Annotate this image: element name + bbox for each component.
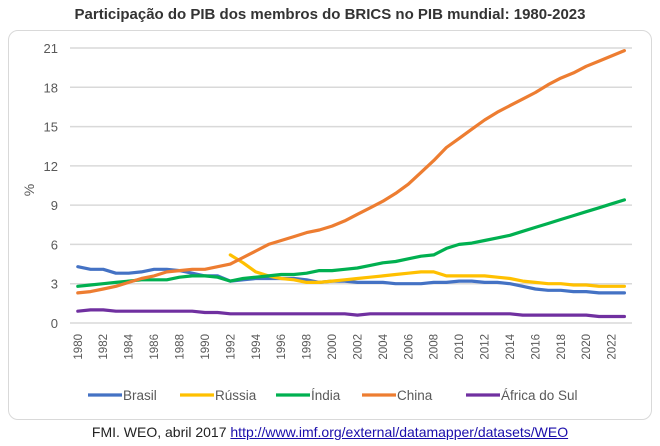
legend-label: Rússia <box>215 388 257 403</box>
x-tick-label: 1994 <box>251 333 263 359</box>
x-tick-label: 2006 <box>403 334 415 360</box>
y-tick-label: 21 <box>44 41 58 56</box>
y-tick-label: 9 <box>51 198 58 213</box>
x-tick-label: 1980 <box>73 334 85 360</box>
legend-label: Brasil <box>123 388 157 403</box>
x-tick-label: 2008 <box>429 334 441 360</box>
x-tick-label: 2002 <box>352 334 364 360</box>
series-line-rssia <box>228 253 627 288</box>
x-tick-label: 1990 <box>200 334 212 360</box>
x-tick-label: 2004 <box>378 333 390 359</box>
legend-label: África do Sul <box>501 388 578 403</box>
x-tick-label: 2014 <box>505 333 517 359</box>
y-tick-label: 18 <box>44 80 58 95</box>
x-tick-label: 1998 <box>302 334 314 360</box>
x-tick-label: 2012 <box>480 334 492 360</box>
y-tick-label: 3 <box>51 277 58 292</box>
x-tick-label: 1986 <box>149 334 161 360</box>
x-tick-label: 2000 <box>327 334 339 360</box>
x-tick-label: 1984 <box>124 333 136 359</box>
x-tick-label: 2018 <box>556 334 568 360</box>
x-tick-label: 1992 <box>225 334 237 360</box>
source-link[interactable]: http://www.imf.org/external/datamapper/d… <box>230 424 569 440</box>
x-tick-label: 2010 <box>454 334 466 360</box>
x-tick-label: 2016 <box>530 334 542 360</box>
legend-label: Índia <box>311 388 341 403</box>
source-text: FMI. WEO, abril 2017 <box>91 424 231 440</box>
series-line-china <box>76 48 627 295</box>
x-tick-label: 1988 <box>174 334 186 360</box>
y-tick-label: 12 <box>44 159 58 174</box>
series-line-ndia <box>76 198 627 288</box>
x-tick-label: 1996 <box>276 334 288 360</box>
x-tick-label: 2020 <box>581 334 593 360</box>
chart-title: Participação do PIB dos membros do BRICS… <box>74 6 586 23</box>
source-note: FMI. WEO, abril 2017 http://www.imf.org/… <box>0 424 660 440</box>
y-tick-label: 6 <box>51 237 58 252</box>
y-tick-label: 0 <box>51 316 58 331</box>
series-line-brasil <box>76 265 627 295</box>
x-tick-label: 1982 <box>98 334 110 360</box>
chart-frame <box>8 30 652 420</box>
y-axis-label: % <box>21 184 37 196</box>
legend-label: China <box>397 388 433 403</box>
x-tick-label: 2022 <box>607 334 619 360</box>
y-tick-label: 15 <box>44 120 58 135</box>
series-line-fricadosul <box>76 308 627 319</box>
